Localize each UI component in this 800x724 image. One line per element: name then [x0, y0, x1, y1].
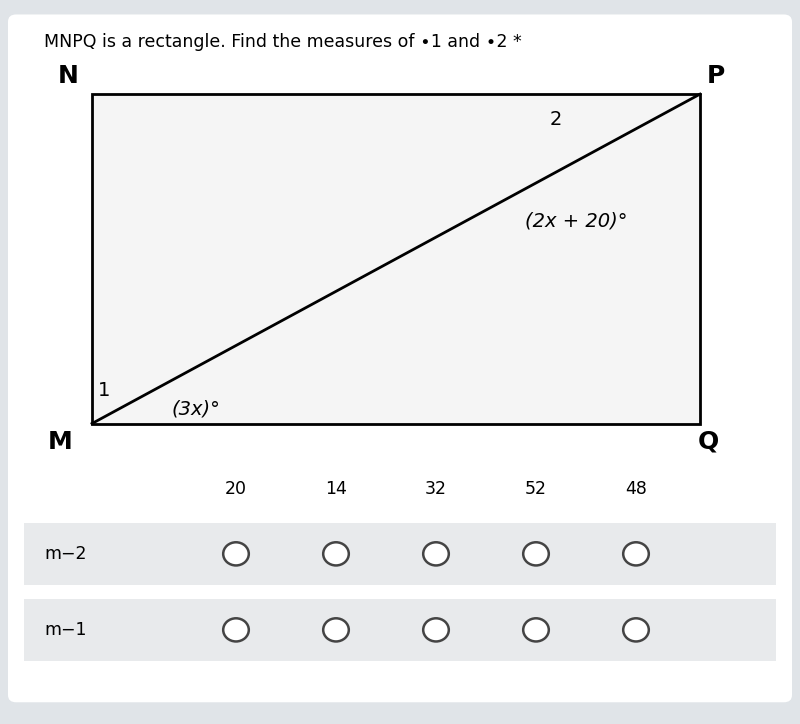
- Circle shape: [323, 542, 349, 565]
- FancyBboxPatch shape: [8, 14, 792, 702]
- Circle shape: [223, 618, 249, 641]
- Text: (3x)°: (3x)°: [171, 400, 221, 418]
- Text: m−2: m−2: [44, 545, 86, 563]
- Circle shape: [423, 542, 449, 565]
- Circle shape: [623, 542, 649, 565]
- Text: N: N: [58, 64, 78, 88]
- Text: Q: Q: [698, 429, 718, 454]
- Circle shape: [223, 542, 249, 565]
- Circle shape: [423, 618, 449, 641]
- Text: 1: 1: [98, 382, 110, 400]
- Circle shape: [523, 618, 549, 641]
- Text: m−1: m−1: [44, 621, 86, 639]
- Text: MNPQ is a rectangle. Find the measures of ∙1 and ∙2 *: MNPQ is a rectangle. Find the measures o…: [44, 33, 522, 51]
- FancyBboxPatch shape: [24, 523, 776, 585]
- Circle shape: [523, 542, 549, 565]
- Text: 2: 2: [550, 110, 562, 129]
- Text: P: P: [707, 64, 725, 88]
- Circle shape: [623, 618, 649, 641]
- Text: 48: 48: [625, 480, 647, 497]
- FancyBboxPatch shape: [24, 599, 776, 660]
- Text: 20: 20: [225, 480, 247, 497]
- Text: (2x + 20)°: (2x + 20)°: [525, 211, 627, 230]
- Circle shape: [323, 618, 349, 641]
- Text: 14: 14: [325, 480, 347, 497]
- Text: 32: 32: [425, 480, 447, 497]
- Text: 52: 52: [525, 480, 547, 497]
- Polygon shape: [92, 94, 700, 424]
- Text: M: M: [48, 429, 72, 454]
